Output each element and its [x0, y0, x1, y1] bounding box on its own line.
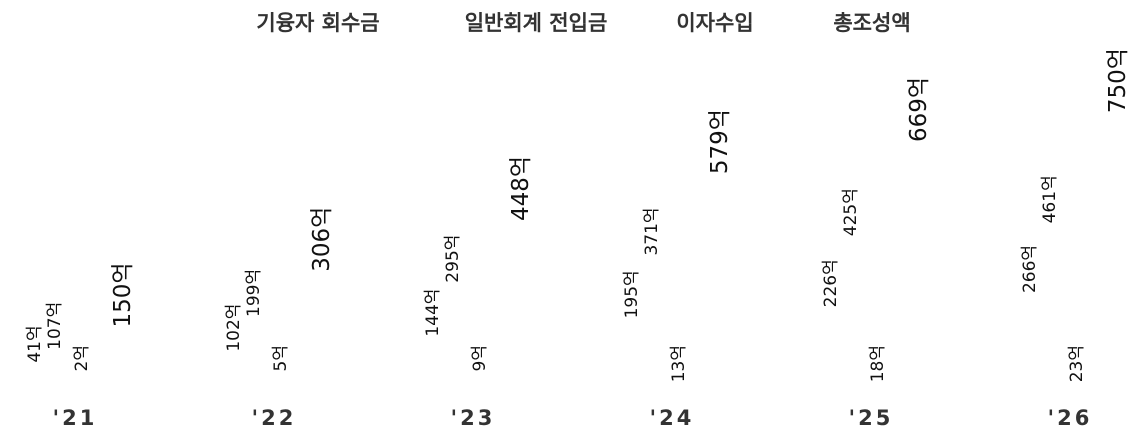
category-labels: '21 '22 '23 '24 '25 '26	[53, 406, 1093, 430]
data-label-s2-c6: 461억	[1040, 175, 1060, 223]
data-label-s4-c1: 150억	[110, 262, 136, 327]
data-label-s4-c6: 750억	[1105, 48, 1130, 113]
legend-entry-1: 기융자 회수금	[256, 11, 379, 35]
data-label-s4-c5: 669억	[906, 77, 932, 142]
data-label-s1-c2: 102억	[224, 304, 244, 352]
data-label-s1-c1: 41억	[25, 325, 45, 362]
data-label-s3-c1: 2억	[72, 345, 92, 371]
data-label-s1-c3: 144억	[423, 289, 443, 337]
data-label-s3-c6: 23억	[1067, 345, 1087, 382]
legend-entry-4: 총조성액	[833, 11, 910, 35]
category-label-5: '25	[849, 406, 894, 430]
data-label-s4-c4: 579억	[707, 109, 733, 174]
category-label-2: '22	[252, 406, 297, 430]
data-label-s1-c6: 266억	[1020, 245, 1040, 293]
data-label-s2-c5: 425억	[841, 188, 861, 236]
category-label-6: '26	[1048, 406, 1093, 430]
legend: 기융자 회수금 일반회계 전입금 이자수입 총조성액	[256, 11, 910, 35]
data-label-s2-c4: 371억	[642, 207, 662, 255]
legend-entry-3: 이자수입	[676, 11, 753, 35]
data-label-s2-c3: 295억	[443, 235, 463, 283]
data-label-s2-c2: 199억	[244, 269, 264, 317]
data-label-s1-c5: 226억	[821, 259, 841, 307]
category-label-4: '24	[650, 406, 695, 430]
data-label-s3-c4: 13억	[669, 345, 689, 382]
data-label-s1-c4: 195억	[622, 270, 642, 318]
data-label-s3-c5: 18억	[868, 345, 888, 382]
legend-entry-2: 일반회계 전입금	[465, 11, 608, 35]
data-label-s4-c3: 448억	[508, 156, 534, 221]
data-label-s2-c1: 107억	[45, 302, 65, 350]
data-label-s3-c2: 5억	[271, 345, 291, 371]
category-label-1: '21	[53, 406, 98, 430]
data-labels: 41억 102억 144억 195억 226억 266억 107억 199억 295억 371억 4…	[25, 48, 1130, 382]
data-label-s3-c3: 9억	[470, 345, 490, 371]
data-label-s4-c2: 306억	[309, 207, 335, 272]
category-label-3: '23	[451, 406, 496, 430]
